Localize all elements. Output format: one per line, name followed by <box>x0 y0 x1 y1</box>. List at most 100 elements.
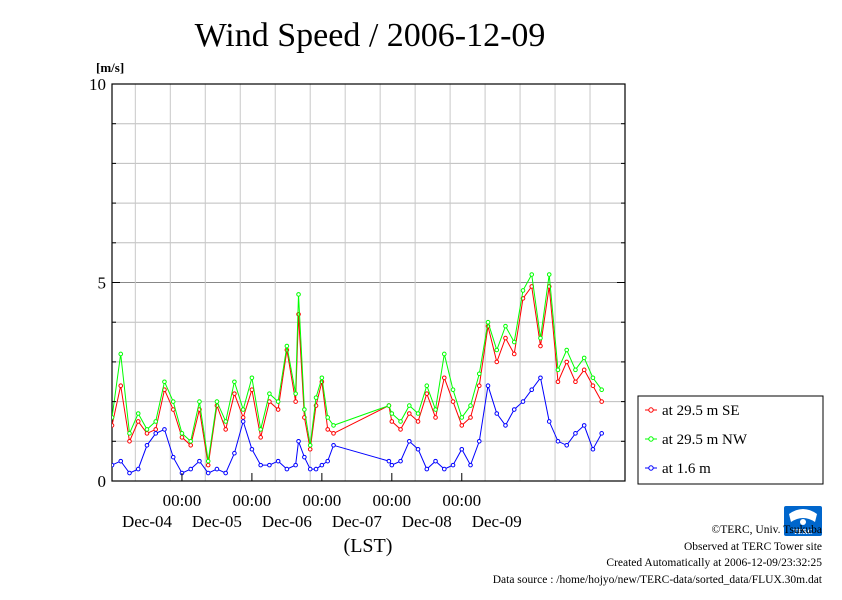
data-point <box>223 470 228 476</box>
data-point <box>398 427 403 432</box>
data-point <box>293 391 298 396</box>
data-point <box>214 399 220 404</box>
data-point <box>284 343 290 349</box>
data-point <box>494 347 500 353</box>
data-point <box>135 419 141 424</box>
data-point <box>188 439 193 444</box>
data-point <box>503 423 508 428</box>
y-tick-label: 0 <box>98 472 107 491</box>
data-point <box>118 383 124 389</box>
data-point <box>135 466 141 472</box>
data-point <box>599 399 604 404</box>
data-point <box>302 407 307 412</box>
data-point <box>275 458 281 464</box>
data-point <box>296 439 301 444</box>
data-point <box>293 462 298 468</box>
legend-label: at 29.5 m NW <box>662 432 748 448</box>
data-point <box>538 335 543 341</box>
data-point <box>386 403 392 408</box>
data-point <box>573 367 578 373</box>
legend: at 29.5 m SE at 29.5 m NW at 1.6 m <box>637 395 824 485</box>
data-point <box>127 439 132 444</box>
data-point <box>468 403 473 408</box>
data-point <box>170 454 176 460</box>
data-point <box>415 446 421 452</box>
data-point <box>302 454 307 460</box>
data-point <box>520 399 526 404</box>
data-point <box>503 323 508 329</box>
data-point <box>205 458 211 464</box>
data-point <box>249 446 255 452</box>
data-point <box>267 391 272 396</box>
legend-label: at 1.6 m <box>662 461 711 477</box>
data-point <box>476 371 482 377</box>
y-axis-ticks: 0 5 10 <box>89 75 625 491</box>
data-point <box>599 431 604 436</box>
data-point <box>197 458 202 464</box>
data-point <box>325 427 330 432</box>
data-point <box>162 427 167 432</box>
data-point <box>296 292 301 297</box>
data-point <box>170 399 176 404</box>
data-point <box>240 415 246 420</box>
data-point <box>162 379 167 385</box>
data-point <box>153 427 159 432</box>
data-point <box>144 431 150 436</box>
data-point <box>313 466 319 472</box>
x-date-label: Dec-06 <box>262 512 312 531</box>
data-point <box>293 399 298 404</box>
data-point <box>127 431 132 436</box>
data-point <box>415 411 421 416</box>
data-point <box>258 462 263 468</box>
data-point <box>240 407 246 412</box>
series-line <box>112 376 603 474</box>
data-point <box>546 272 552 277</box>
logo-drop-icon <box>800 519 806 525</box>
logo-wave-icon <box>789 509 817 522</box>
data-point <box>325 458 330 464</box>
data-point <box>590 446 596 452</box>
data-point <box>599 387 604 392</box>
chart-title: Wind Speed / 2006-12-09 <box>195 17 546 54</box>
data-point <box>325 415 330 420</box>
data-point <box>188 442 193 448</box>
data-point <box>240 419 246 424</box>
data-point <box>249 375 255 381</box>
legend-swatch-marker <box>648 407 654 413</box>
data-point <box>118 458 124 464</box>
terc-logo: TERC <box>784 506 822 536</box>
data-point <box>441 351 447 357</box>
data-point <box>319 462 325 468</box>
data-point <box>258 427 263 432</box>
data-point <box>112 423 115 428</box>
data-point <box>407 411 412 416</box>
data-point <box>573 431 578 436</box>
footer-source: Data source : /home/hojyo/new/TERC-data/… <box>493 574 823 586</box>
data-point <box>407 439 412 444</box>
x-tick-label: 00:00 <box>442 491 481 510</box>
data-point <box>223 419 228 424</box>
legend-swatch-marker <box>648 436 654 442</box>
y-axis-unit: [m/s] <box>96 60 124 75</box>
data-point <box>555 367 561 373</box>
data-point <box>485 319 491 325</box>
data-point <box>179 431 185 436</box>
data-point <box>112 462 115 468</box>
data-point <box>144 427 150 432</box>
data-point <box>538 375 543 381</box>
data-point <box>494 411 500 416</box>
data-point <box>284 466 290 472</box>
data-point <box>503 335 508 341</box>
data-point <box>476 383 482 389</box>
data-point <box>424 383 430 389</box>
x-date-label: Dec-05 <box>192 512 242 531</box>
data-point <box>214 466 220 472</box>
data-point <box>170 407 176 412</box>
data-point <box>313 395 319 400</box>
data-point <box>319 375 325 381</box>
x-date-label: Dec-07 <box>332 512 383 531</box>
data-point <box>135 411 141 416</box>
data-point <box>450 387 456 392</box>
data-point <box>331 442 336 448</box>
data-point <box>590 383 596 389</box>
